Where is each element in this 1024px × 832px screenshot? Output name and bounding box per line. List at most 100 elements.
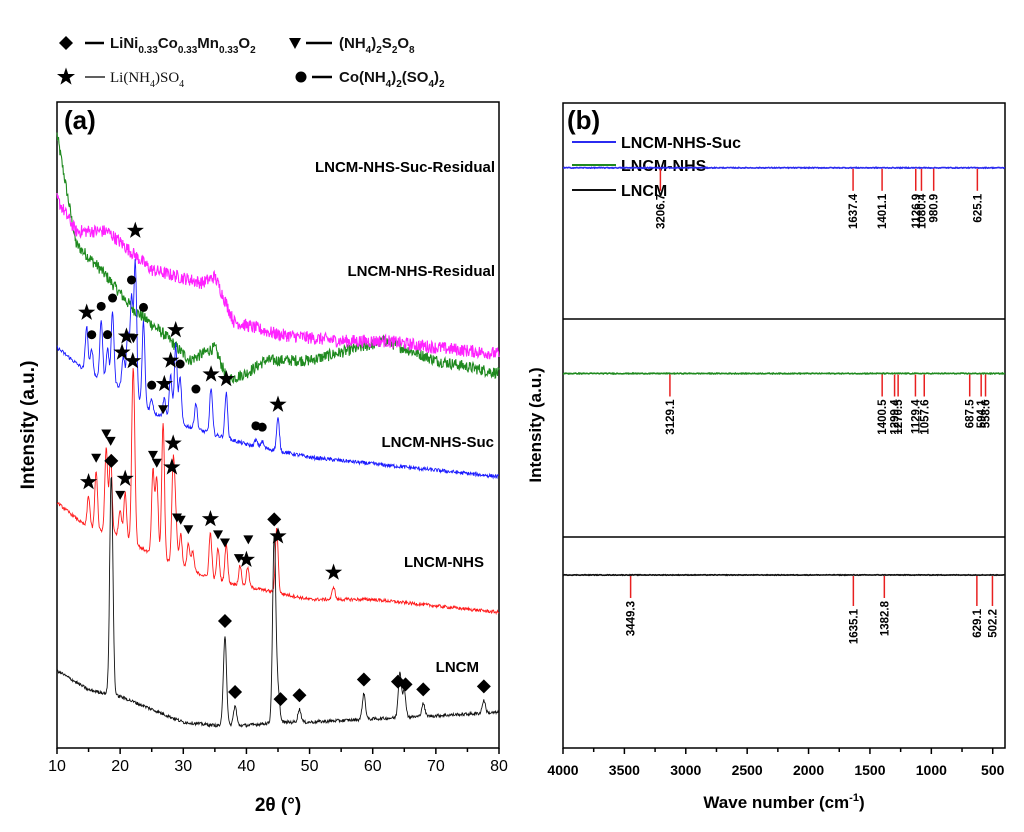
- star-marker-icon: [237, 550, 256, 567]
- triangle-down-marker-icon: [243, 535, 254, 545]
- peak-label: 1400.5: [877, 399, 889, 435]
- star-marker-icon: [113, 343, 131, 360]
- panel-a-y-axis-title: Intensity (a.u.): [18, 361, 39, 490]
- star-marker-icon: [167, 321, 185, 338]
- peak-label: 1057.6: [919, 400, 931, 435]
- star-marker-icon: [117, 327, 136, 344]
- triangle-down-marker-icon: [101, 429, 112, 439]
- x-tick-label: 2000: [793, 762, 824, 778]
- trace-lncm-nhs: [56, 368, 500, 616]
- x-tick-label: 80: [490, 758, 508, 775]
- top-legend: LiNi0.33Co0.33Mn0.33O2 (NH4)2S2O8 Li(NH4…: [56, 35, 445, 90]
- x-tick-label: 4000: [547, 762, 578, 778]
- panel-a-traces: [56, 132, 500, 728]
- circle-marker-icon: [295, 71, 307, 83]
- series-label-lncm-nhs-suc-residual: LNCM-NHS-Suc-Residual: [315, 159, 495, 176]
- legend-label-lnmo: LiNi0.33Co0.33Mn0.33O2: [110, 35, 256, 56]
- star-marker-icon: [78, 303, 96, 320]
- peak-label: 687.5: [965, 399, 977, 428]
- triangle-down-marker-icon: [183, 525, 194, 535]
- diamond-marker-icon: [217, 613, 232, 628]
- circle-marker-icon: [108, 293, 118, 303]
- x-tick-label: 30: [174, 758, 192, 775]
- panel-a-xrd: (a) 10 20 30 40 50 60 70 80 2θ (°) Intensity (a…: [18, 101, 508, 816]
- legend-item-aps: (NH4)2S2O8: [289, 35, 415, 56]
- diamond-marker-icon: [356, 672, 371, 687]
- triangle-down-marker-icon: [128, 334, 139, 344]
- panel-a-x-axis: 10 20 30 40 50 60 70 80: [48, 748, 508, 775]
- star-marker-icon: [164, 434, 182, 451]
- star-marker-icon: [202, 365, 220, 382]
- series-label-lncm-nhs-residual: LNCM-NHS-Residual: [347, 263, 495, 280]
- peak-label: 1382.8: [879, 600, 891, 636]
- legend-item-cas: Co(NH4)2(SO4)2: [295, 69, 445, 90]
- peak-label: 594.1: [976, 399, 988, 428]
- series-label-lncm-nhs: LNCM-NHS: [404, 554, 484, 571]
- panel-b-legend: LNCM-NHS-Suc LNCM-NHS LNCM: [572, 135, 741, 200]
- x-tick-label: 1000: [916, 762, 947, 778]
- x-tick-label: 3000: [670, 762, 701, 778]
- panel-b-frame: [562, 102, 1006, 749]
- star-marker-icon: [217, 369, 235, 387]
- x-tick-label: 50: [301, 758, 319, 775]
- legend-label-cas: Co(NH4)2(SO4)2: [339, 69, 445, 90]
- panel-b-y-axis-title: Intensity (a.u.): [526, 367, 545, 482]
- legend-label-lncm-nhs-suc: LNCM-NHS-Suc: [621, 135, 741, 152]
- triangle-down-marker-icon: [213, 530, 224, 540]
- diamond-marker-icon: [416, 682, 431, 697]
- peak-label: 558.6: [981, 400, 993, 429]
- star-marker-icon: [56, 67, 76, 85]
- x-tick-label: 20: [111, 758, 129, 775]
- peak-label: 3449.3: [626, 601, 638, 636]
- trace-lncm-nhs: [563, 371, 1006, 376]
- peak-label: 629.1: [972, 608, 984, 637]
- legend-item-lnmo: LiNi0.33Co0.33Mn0.33O2: [59, 35, 256, 56]
- legend-label-lis: Li(NH4)SO4: [110, 70, 184, 90]
- star-marker-icon: [116, 469, 134, 486]
- trace-lncm-nhs-suc: [56, 259, 500, 480]
- circle-marker-icon: [191, 384, 201, 394]
- peak-label: 3129.1: [665, 399, 677, 435]
- legend-label-lncm: LNCM: [621, 183, 667, 200]
- diamond-marker-icon: [398, 677, 413, 692]
- peak-label: 1126.9: [911, 194, 923, 229]
- panel-b-label: (b): [567, 105, 600, 135]
- panel-a-phase-markers: [78, 221, 491, 707]
- triangle-down-marker-icon: [147, 450, 158, 460]
- diamond-marker-icon: [228, 685, 243, 700]
- x-tick-label: 40: [238, 758, 256, 775]
- triangle-down-marker-icon: [115, 490, 126, 500]
- diamond-marker-icon: [292, 688, 307, 703]
- x-tick-label: 500: [981, 762, 1005, 778]
- trace-lncm-nhs-residual: [56, 192, 500, 360]
- peak-label: 1270.5: [893, 399, 905, 435]
- triangle-down-marker-icon: [91, 453, 102, 463]
- peak-label: 1637.4: [848, 193, 860, 229]
- panel-a-label: (a): [64, 105, 96, 135]
- x-tick-label: 60: [364, 758, 382, 775]
- circle-marker-icon: [127, 275, 137, 285]
- triangle-down-marker-icon: [158, 405, 169, 415]
- peak-label: 502.2: [987, 609, 999, 638]
- x-tick-label: 2500: [732, 762, 763, 778]
- star-marker-icon: [163, 458, 181, 475]
- series-label-lncm: LNCM: [436, 659, 479, 676]
- legend-label-lncm-nhs: LNCM-NHS: [621, 158, 707, 175]
- circle-marker-icon: [257, 422, 267, 432]
- diamond-marker-icon: [104, 453, 119, 468]
- x-tick-label: 3500: [609, 762, 640, 778]
- legend-label-aps: (NH4)2S2O8: [339, 35, 415, 56]
- diamond-marker-icon: [476, 679, 491, 694]
- circle-marker-icon: [96, 301, 106, 311]
- peak-label: 625.1: [972, 193, 984, 222]
- peak-label: 980.9: [929, 194, 941, 223]
- peak-label: 1299.4: [890, 399, 902, 435]
- triangle-down-marker-icon: [105, 436, 116, 446]
- circle-marker-icon: [139, 302, 149, 312]
- peak-label: 1401.1: [877, 193, 889, 229]
- circle-marker-icon: [103, 330, 113, 340]
- diamond-marker-icon: [267, 512, 282, 527]
- series-label-lncm-nhs-suc: LNCM-NHS-Suc: [382, 434, 495, 451]
